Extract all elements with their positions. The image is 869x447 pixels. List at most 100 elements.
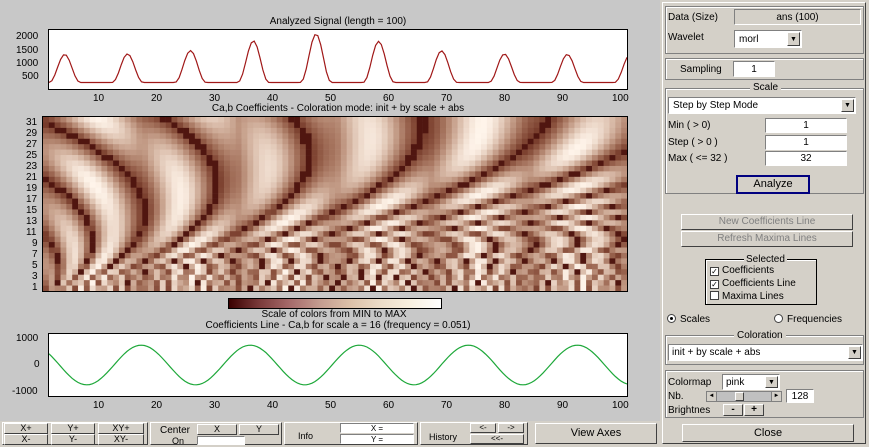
scales-radio[interactable]: Scales: [667, 314, 710, 325]
coefficient-cell: [89, 269, 96, 275]
slider-left-arrow-icon[interactable]: ◄: [707, 392, 717, 401]
coefficient-cell: [153, 258, 161, 265]
coefficient-cell: [352, 236, 359, 243]
history-first-button[interactable]: <<-: [470, 434, 524, 444]
coef-line-axes[interactable]: [48, 333, 628, 397]
coefficient-cell: [463, 198, 470, 205]
coefficient-cell: [556, 258, 564, 265]
coefficient-cell: [206, 231, 213, 237]
step-input[interactable]: 1: [765, 135, 847, 150]
coefficient-cell: [212, 138, 219, 145]
coefficients-line-checkbox[interactable]: ✓ Coefficients Line: [710, 278, 796, 289]
coefficient-cell: [486, 242, 493, 248]
coefficient-cell: [498, 155, 505, 161]
coefficient-cell: [393, 274, 400, 281]
coefficient-cell: [264, 117, 272, 123]
brightness-minus-button[interactable]: -: [723, 404, 743, 416]
scale-mode-select[interactable]: Step by Step Mode ▼: [668, 97, 856, 114]
coefficient-cell: [481, 285, 488, 291]
view-axes-button[interactable]: View Axes: [535, 423, 657, 444]
coefficient-cell: [492, 182, 499, 188]
coefficient-cell: [556, 133, 564, 140]
coefficient-cell: [148, 274, 155, 281]
coefficient-cell: [481, 144, 488, 150]
coefficient-cell: [259, 225, 266, 232]
center-x-button[interactable]: X: [197, 424, 237, 435]
coefficient-cell: [224, 122, 231, 129]
slider-right-arrow-icon[interactable]: ►: [771, 392, 781, 401]
coefficient-cell: [43, 176, 50, 183]
coefficients-checkbox[interactable]: ✓ Coefficients: [710, 265, 774, 276]
coefficient-cell: [259, 280, 266, 286]
coefficient-cell: [153, 171, 161, 178]
zoom-y-plus-button[interactable]: Y+: [51, 423, 95, 434]
nb-value[interactable]: 128: [786, 389, 814, 403]
coefficient-cell: [299, 198, 307, 205]
coefficient-cell: [521, 209, 529, 216]
coefficient-cell: [329, 149, 336, 156]
wavelet-select[interactable]: morl ▼: [734, 30, 802, 48]
zoom-y-minus-button[interactable]: Y-: [51, 434, 95, 445]
coefficient-cell: [270, 187, 277, 194]
coefficient-cell: [212, 171, 219, 178]
close-button[interactable]: Close: [682, 424, 854, 442]
zoom-xy-minus-button[interactable]: XY-: [98, 434, 144, 445]
sampling-input[interactable]: 1: [733, 61, 775, 77]
max-input[interactable]: 32: [765, 151, 847, 166]
coefficient-cell: [60, 252, 67, 259]
coefficient-cell: [305, 258, 312, 265]
coefficient-cell: [475, 225, 482, 232]
coefficient-cell: [136, 133, 143, 140]
coefficient-cell: [66, 231, 73, 237]
coefficient-cell: [317, 165, 324, 172]
new-coefficients-line-button[interactable]: New Coefficients Line: [681, 214, 853, 230]
slider-thumb[interactable]: [735, 392, 744, 401]
nb-slider[interactable]: ◄ ►: [706, 391, 782, 402]
coefficient-cell: [253, 280, 260, 286]
coefficient-cell: [235, 269, 242, 275]
min-input[interactable]: 1: [765, 118, 847, 133]
coefficient-cell: [189, 247, 196, 254]
zoom-x-plus-button[interactable]: X+: [4, 423, 48, 434]
history-back-button[interactable]: <-: [470, 423, 496, 433]
coefficient-cell: [463, 214, 470, 221]
coefficient-cell: [481, 176, 488, 183]
colormap-select[interactable]: pink ▼: [722, 374, 780, 390]
coefficient-cell: [305, 176, 312, 183]
coefficients-axes[interactable]: [42, 116, 628, 292]
brightness-plus-button[interactable]: +: [744, 404, 764, 416]
coefficient-cell: [171, 209, 178, 216]
x-tick: 50: [325, 400, 337, 411]
coefficient-cell: [364, 214, 371, 221]
coefficient-cell: [516, 176, 523, 183]
coefficient-cell: [597, 242, 604, 248]
coefficient-cell: [177, 220, 184, 227]
coefficient-cell: [539, 214, 546, 221]
coefficient-cell: [591, 160, 599, 167]
scale-mode-value: Step by Step Mode: [673, 100, 759, 111]
coefficient-cell: [177, 252, 184, 259]
coefficient-cell: [107, 247, 114, 254]
maxima-lines-checkbox[interactable]: Maxima Lines: [710, 291, 784, 302]
analyze-button[interactable]: Analyze: [736, 175, 810, 194]
signal-axes[interactable]: [48, 29, 628, 90]
coefficient-cell: [317, 247, 324, 254]
coefficient-cell: [370, 269, 377, 275]
coefficient-cell: [556, 193, 564, 199]
coefficient-cell: [352, 214, 359, 221]
zoom-x-minus-button[interactable]: X-: [4, 434, 48, 445]
history-forward-button[interactable]: ->: [498, 423, 524, 433]
zoom-xy-plus-button[interactable]: XY+: [98, 423, 144, 434]
coefficient-cell: [130, 258, 137, 265]
coefficient-cell: [317, 258, 324, 265]
coloration-select[interactable]: init + by scale + abs ▼: [668, 344, 863, 361]
coefficient-cell: [375, 127, 383, 134]
coefficient-cell: [440, 280, 447, 286]
coefficient-cell: [177, 242, 184, 248]
frequencies-radio[interactable]: Frequencies: [774, 314, 842, 325]
refresh-maxima-lines-button[interactable]: Refresh Maxima Lines: [681, 231, 853, 247]
coefficient-cell: [189, 204, 196, 210]
center-y-button[interactable]: Y: [239, 424, 279, 435]
coefficient-cell: [574, 171, 581, 178]
coefficient-cell: [492, 204, 499, 210]
